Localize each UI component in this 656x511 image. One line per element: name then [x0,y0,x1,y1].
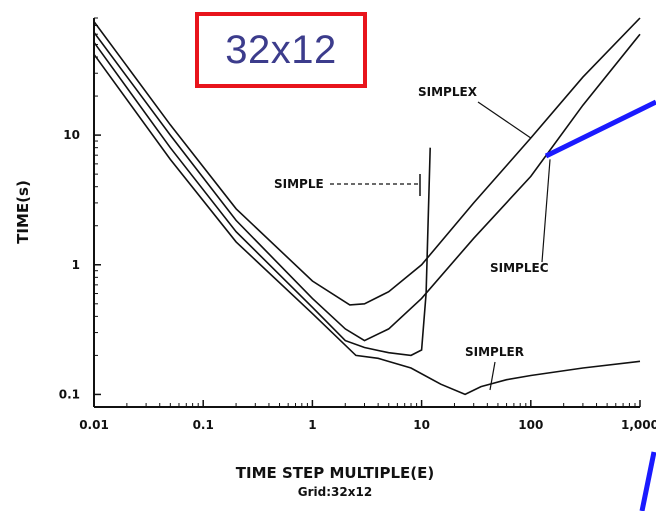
x-tick-label: 100 [518,418,543,432]
y-tick-label: 1 [72,258,80,272]
pointer-arrow-bottom [639,451,656,511]
callout-label-simple: SIMPLE [274,177,324,191]
x-tick-label: 1 [308,418,316,432]
callout-label-simplex: SIMPLEX [418,85,478,99]
x-tick-label: 1,000 [621,418,656,432]
x-tick-label: 10 [413,418,430,432]
y-axis-title: TIME(s) [14,180,32,244]
callout-label-simpler: SIMPLER [465,345,524,359]
callout-leader-simplec [541,159,551,263]
series-line-simplex [93,17,641,306]
pointer-arrow-top [544,99,656,159]
series-line-simpler [93,53,641,396]
y-tick-label: 10 [63,128,80,142]
grid-size-callout: 32x12 [195,12,367,88]
x-tick-label: 0.1 [193,418,214,432]
annotation-layer: SIMPLEX SIMPLEC SIMPLE SIMPLER [274,85,551,391]
series-line-simple [93,41,431,357]
grid-size-label: 32x12 [225,27,337,72]
x-ticks: 0.01 0.1 1 10 100 1,000 [79,400,656,432]
callout-leader-simpler [489,361,496,391]
callout-leader-simplex [477,101,532,139]
x-tick-label: 0.01 [79,418,109,432]
callout-label-simplec: SIMPLEC [490,261,549,275]
series-layer [93,17,641,396]
y-tick-label: 0.1 [59,387,80,401]
grid-subtitle: Grid:32x12 [298,485,372,499]
series-line-simplec [93,31,641,342]
x-axis-title: TIME STEP MULTIPLE(E) [236,464,434,482]
